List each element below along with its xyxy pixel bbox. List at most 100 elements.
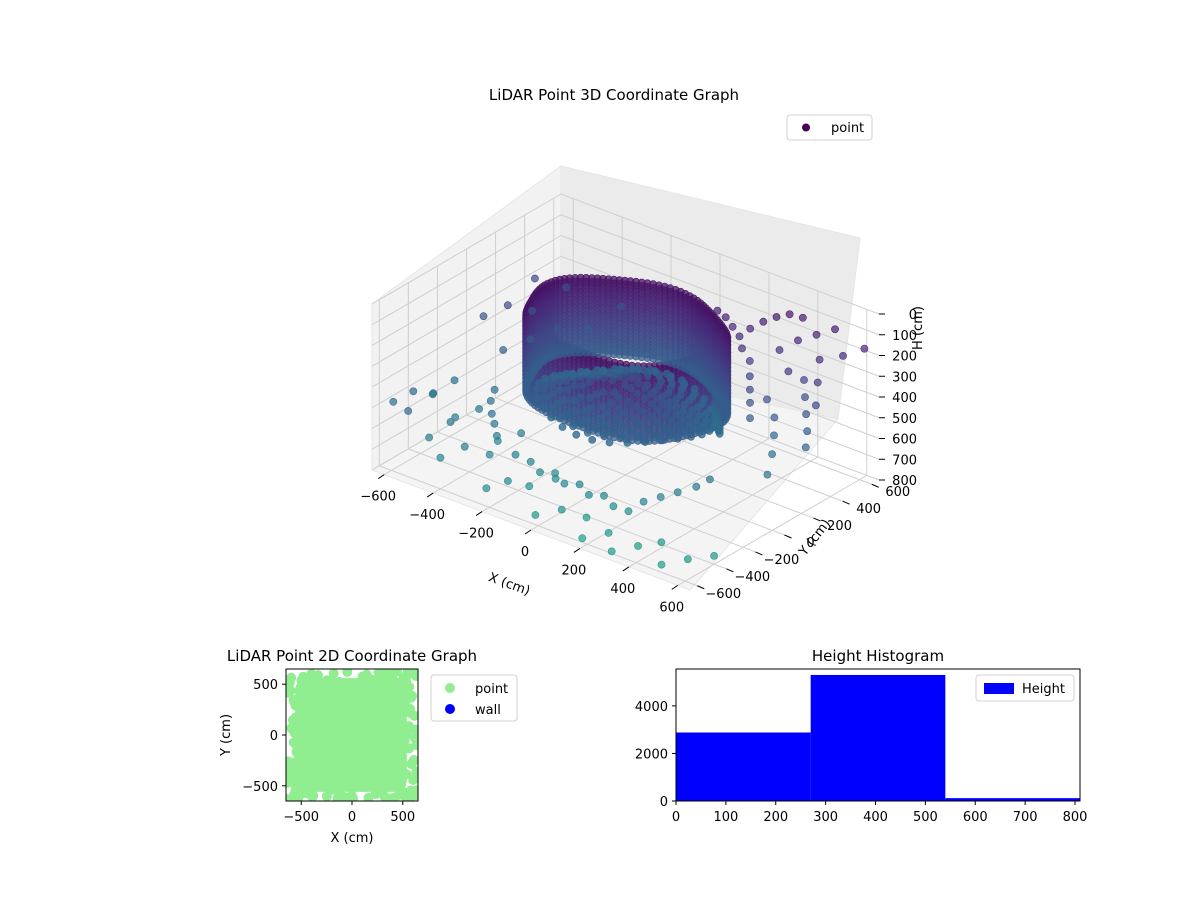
x-axis-label: X (cm) [486,570,532,599]
data-point [770,431,778,440]
data-point [563,385,572,394]
x-tick-label: 500 [390,810,415,825]
data-point [599,420,608,429]
data-point [475,405,483,413]
chart-3d-title: LiDAR Point 3D Coordinate Graph [489,86,739,104]
scatter-point [313,773,324,784]
data-point [425,433,433,442]
data-point [746,398,754,407]
x-tick-label: −200 [458,527,494,542]
scatter-point [401,675,411,686]
chart-3d-legend: point [786,114,873,141]
data-point [759,317,768,326]
data-point [572,430,581,439]
scatter-point [370,689,381,700]
scatter-point [356,774,367,784]
data-point [586,393,594,402]
data-point [409,387,418,396]
h-tick-label: 0 [909,308,917,323]
legend-marker-point [445,683,455,693]
data-point [678,415,687,424]
scatter-point [382,770,393,781]
data-point [681,427,689,436]
data-point [569,422,577,431]
y-tick-label: 2000 [635,747,668,762]
scatter-point [340,723,351,734]
legend-label-wall: wall [475,703,501,718]
grid-line-h [371,255,880,377]
data-point [667,429,676,437]
data-point [593,366,601,375]
data-point [679,407,687,416]
scatter-point [333,740,344,751]
data-point [578,381,587,390]
scatter-point [328,669,339,679]
data-point [600,432,609,441]
scatter-point [302,728,312,739]
h-tick-label: 700 [892,453,917,468]
chart-2d-ticks: −500 0 500 −500 0 500 [242,678,415,825]
scatter-point [318,708,328,719]
data-point [562,283,570,292]
chart-2d-title: LiDAR Point 2D Coordinate Graph [227,647,477,665]
data-point [663,369,671,378]
data-point [555,385,564,394]
data-point [610,388,619,397]
data-point [503,477,512,485]
data-point [772,313,781,321]
data-point [595,413,603,422]
data-point [428,390,437,399]
data-point [576,419,585,427]
scatter-point [390,751,401,762]
data-point [634,373,643,382]
data-point [635,432,643,441]
chart-2d-legend: point wall [430,674,518,722]
data-point [687,432,695,441]
scatter-point [390,792,401,801]
data-point [812,401,820,410]
data-point [526,457,535,466]
data-point [487,409,496,418]
data-point [695,411,704,420]
histogram-bars [676,674,1080,801]
data-point [580,407,589,415]
scatter-point [308,711,318,722]
data-point [525,482,534,491]
y-tick-mark [755,551,763,556]
data-point [658,392,667,401]
scatter-point [347,705,358,716]
data-point [678,376,686,385]
data-point [624,507,633,516]
data-point [673,488,682,497]
data-point [713,306,722,315]
scatter-point [288,737,299,748]
data-point [557,505,566,514]
data-point [600,491,608,500]
data-point [643,380,651,389]
data-point [605,438,614,447]
scatter-point [286,723,297,734]
data-point [624,397,632,406]
data-point [585,377,594,386]
data-point [658,436,667,445]
legend-label-height: Height [1022,682,1065,697]
x-tick-mark [426,492,434,498]
scatter-point [314,680,325,691]
x-tick-label: −400 [409,508,445,523]
scatter-point [357,671,368,682]
data-point [674,422,683,430]
scatter-point [299,705,309,716]
data-point [587,404,596,412]
data-point [813,378,822,387]
z-axis-label: H (cm) [911,306,926,350]
data-point [652,430,660,439]
x-tick-label: 0 [521,545,529,560]
scatter-point [342,794,353,801]
data-point [541,374,549,383]
data-point [768,450,776,458]
y-tick-mark [842,500,850,505]
data-point [685,420,693,429]
scatter-point [402,669,413,676]
data-point [706,475,714,484]
scatter-point [387,763,398,774]
